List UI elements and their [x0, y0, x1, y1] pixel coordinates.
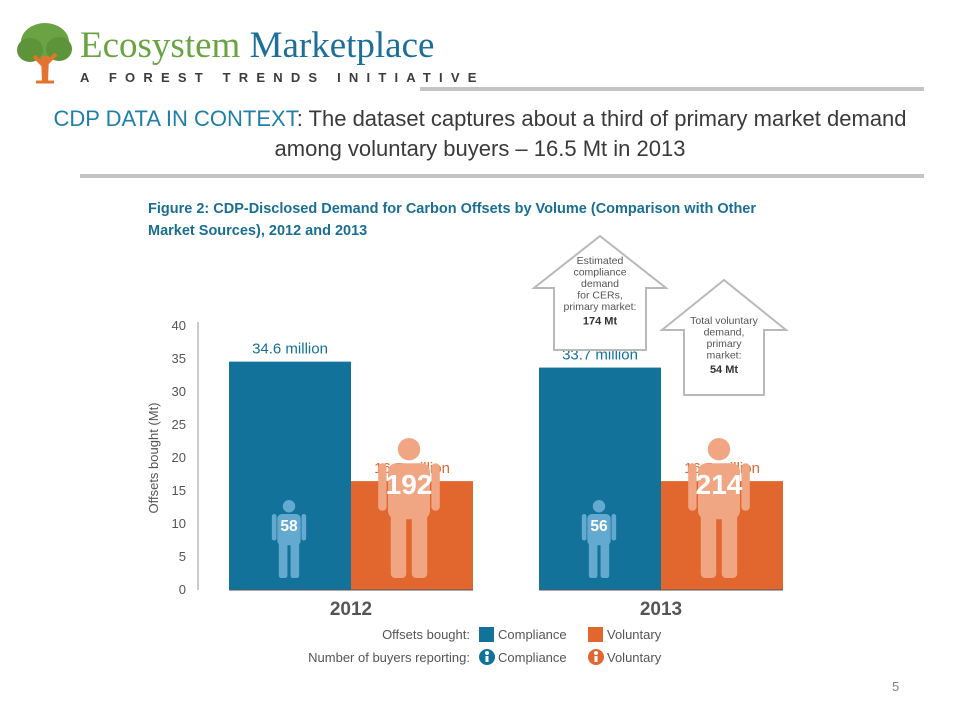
- legend-voluntary-label: Voluntary: [607, 627, 662, 642]
- top-divider: [420, 87, 924, 91]
- legend-voluntary-buyer-label: Voluntary: [607, 650, 662, 665]
- bar-compliance-2013: [539, 367, 661, 590]
- y-tick-label: 0: [179, 582, 186, 597]
- annotation-arrow-1: [659, 278, 789, 396]
- logo-name-part2: Marketplace: [249, 25, 435, 66]
- y-tick-label: 25: [172, 417, 186, 432]
- legend-voluntary-buyer-head: [594, 651, 598, 655]
- y-tick-label: 35: [172, 351, 186, 366]
- legend-compliance-label: Compliance: [498, 627, 567, 642]
- logo-tagline: A FOREST TRENDS INITIATIVE: [80, 70, 485, 85]
- bar-value-label: 34.6 million: [252, 341, 328, 358]
- annotation-text-line: Total voluntary: [690, 315, 758, 327]
- annotation-text-line: primary: [706, 338, 742, 350]
- x-tick-label: 2012: [330, 599, 372, 620]
- legend-compliance-buyer-label: Compliance: [498, 650, 567, 665]
- annotation-text-line: primary market:: [564, 301, 637, 313]
- annotation-text-line: for CERs,: [577, 290, 623, 302]
- headline-rest: : The dataset captures about a third of …: [274, 106, 907, 161]
- bar-compliance-2012: [229, 361, 351, 590]
- logo-wordmark: Ecosystem Marketplace: [80, 26, 434, 66]
- voluntary-buyers-person-icon: 214: [688, 438, 750, 578]
- y-axis-title: Offsets bought (Mt): [146, 402, 161, 513]
- compliance-buyers-person-icon: 56: [581, 500, 617, 578]
- annotation-arrow-0: [531, 234, 669, 351]
- y-tick-label: 5: [179, 549, 186, 564]
- legend-voluntary-swatch: [588, 627, 603, 642]
- y-tick-label: 10: [172, 516, 186, 531]
- legend-voluntary-buyer-body: [594, 656, 598, 662]
- x-tick-label: 2013: [640, 599, 682, 620]
- figure-title: Figure 2: CDP-Disclosed Demand for Carbo…: [148, 201, 757, 239]
- compliance-buyers-person-icon: 58: [271, 500, 307, 578]
- tree-logo-icon: [17, 23, 72, 84]
- y-tick-label: 30: [172, 384, 186, 399]
- legend-row1-label: Offsets bought:: [382, 627, 470, 642]
- annotation-value: 174 Mt: [583, 316, 618, 328]
- voluntary-buyers-person-icon: 192: [378, 438, 440, 578]
- legend-compliance-buyer-body: [485, 656, 489, 662]
- page-headline: CDP DATA IN CONTEXT: The dataset capture…: [40, 104, 920, 164]
- annotation-text-line: demand: [581, 278, 619, 290]
- y-tick-label: 40: [172, 318, 186, 333]
- annotation-text-line: compliance: [573, 267, 626, 279]
- svg-text:192: 192: [386, 469, 433, 500]
- svg-text:58: 58: [280, 518, 298, 535]
- annotation-text-line: demand,: [704, 327, 745, 339]
- logo-name-part1: Ecosystem: [80, 25, 241, 66]
- annotation-text-line: Estimated: [577, 255, 624, 267]
- svg-text:56: 56: [590, 518, 608, 535]
- annotation-value: 54 Mt: [710, 364, 738, 376]
- legend-row2-label: Number of buyers reporting:: [308, 650, 470, 665]
- page-number: 5: [892, 679, 900, 694]
- svg-text:214: 214: [696, 469, 743, 500]
- headline-divider: [80, 174, 924, 178]
- y-tick-label: 15: [172, 483, 186, 498]
- legend-compliance-buyer-head: [485, 651, 489, 655]
- headline-accent: CDP DATA IN CONTEXT: [53, 106, 297, 131]
- legend-compliance-swatch: [479, 627, 494, 642]
- y-tick-label: 20: [172, 450, 186, 465]
- annotation-text-line: market:: [706, 350, 741, 362]
